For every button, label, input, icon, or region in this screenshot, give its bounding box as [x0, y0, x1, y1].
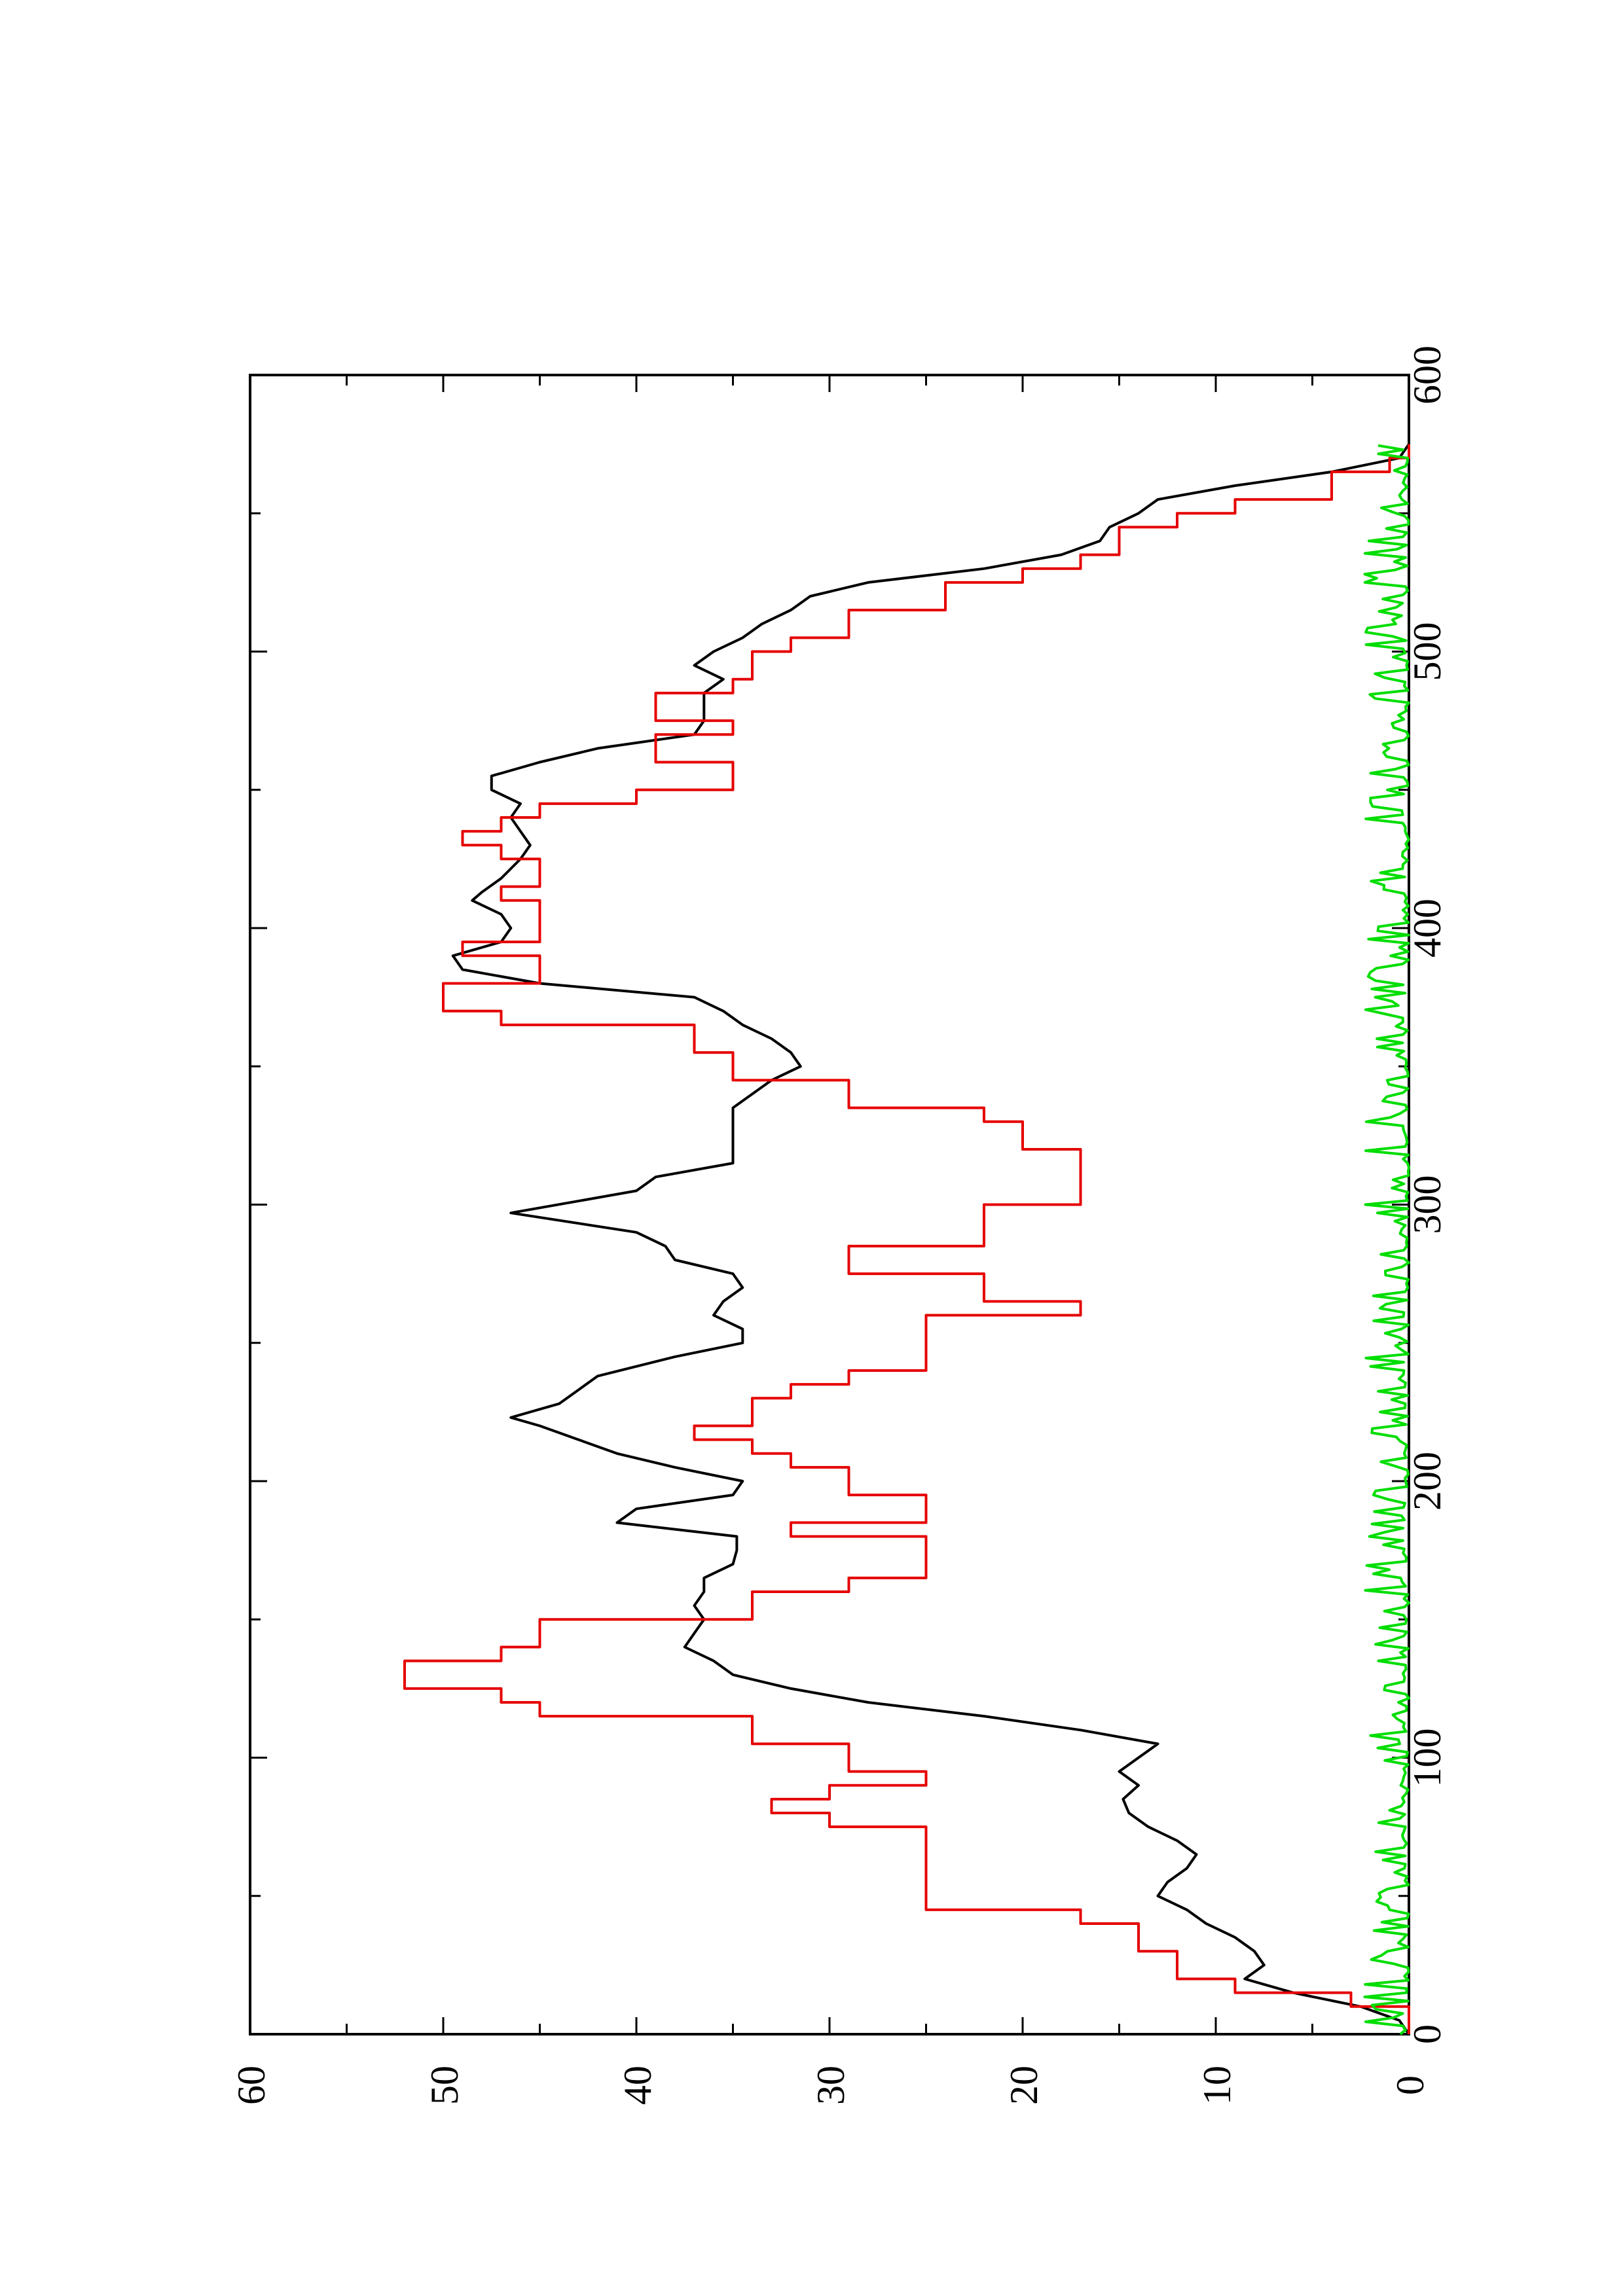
x-tick-label: 600 [1406, 346, 1449, 404]
y-tick-label: 60 [230, 2066, 273, 2105]
series-line-3 [1363, 444, 1410, 2036]
x-tick-label: 300 [1406, 1175, 1449, 1234]
y-tick-label: 20 [1002, 2066, 1046, 2105]
y-tick-label: 0 [1389, 2075, 1432, 2095]
x-tick-label: 100 [1406, 1729, 1449, 1787]
y-tick-label: 40 [616, 2066, 659, 2105]
x-tick-label: 200 [1406, 1452, 1449, 1511]
y-tick-label: 30 [809, 2066, 852, 2105]
series-line-1 [451, 443, 1410, 2036]
x-tick-label: 0 [1406, 2024, 1449, 2044]
y-tick-label: 50 [423, 2066, 466, 2105]
series-line-2 [403, 444, 1410, 2034]
x-tick-label: 500 [1406, 622, 1449, 681]
plot-axes [249, 374, 1410, 2036]
series-layer [403, 443, 1410, 2036]
tick-labels: 0 100 200 300 400 500 600 0 10 20 30 40 50 60 [230, 346, 1449, 2105]
x-tick-label: 400 [1406, 899, 1449, 958]
y-tick-label: 10 [1195, 2066, 1239, 2105]
